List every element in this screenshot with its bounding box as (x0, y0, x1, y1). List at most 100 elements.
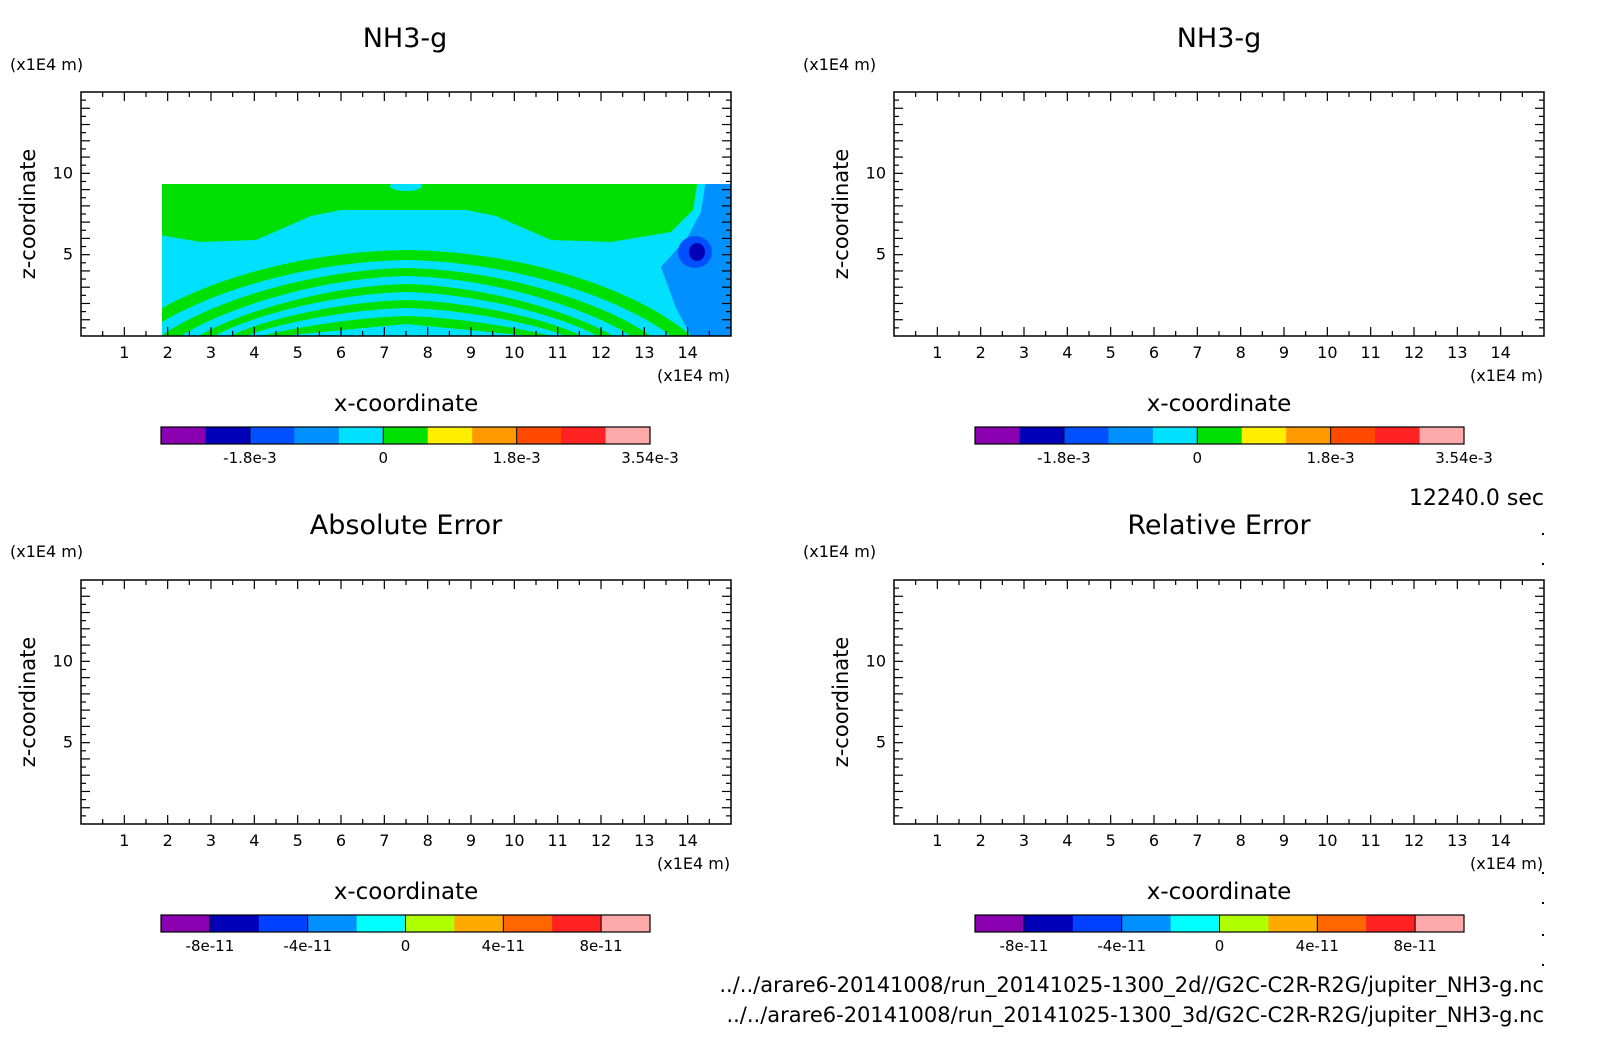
x-ticks: 1 2 3 4 5 6 7 8 9 10 11 12 13 14 (102, 92, 710, 362)
y-ticks: 5 10 (866, 587, 1544, 817)
x-tick-label: 11 (1360, 831, 1380, 850)
colorbar-swatch (356, 915, 406, 932)
x-tick-label: 8 (1236, 343, 1246, 362)
colorbar-swatch (1317, 915, 1367, 932)
colorbar-swatch (601, 915, 651, 932)
x-tick-label: 11 (1360, 343, 1380, 362)
field-plot (888, 92, 1550, 336)
y-unit-label: (x1E4 m) (803, 542, 876, 561)
panel-nh3-left: NH3-g (x1E4 m) (10, 23, 732, 467)
colorbar-tick-label: 0 (401, 937, 411, 955)
panel-title: Absolute Error (310, 510, 503, 541)
x-tick-label: 12 (591, 831, 611, 850)
colorbar-tick-label: -4e-11 (1097, 937, 1146, 955)
y-ticks: 5 10 (53, 99, 731, 329)
x-tick-label: 4 (1062, 343, 1072, 362)
colorbar-swatch (552, 915, 602, 932)
x-tick-label: 9 (1279, 343, 1289, 362)
colorbar: -8e-11 -4e-11 0 4e-11 8e-11 (160, 914, 651, 955)
x-axis-title: x-coordinate (1147, 879, 1292, 905)
y-tick-label: 10 (866, 651, 886, 670)
decorative-dots (1542, 533, 1544, 966)
colorbar-swatch (1063, 427, 1109, 444)
y-unit-label: (x1E4 m) (10, 542, 83, 561)
colorbar-tick-label: -1.8e-3 (1037, 449, 1090, 467)
colorbar-swatch (1419, 427, 1465, 444)
x-unit-label: (x1E4 m) (1470, 854, 1543, 873)
panel-nh3-right: NH3-g (x1E4 m) (803, 23, 1550, 467)
colorbar-tick-label: 3.54e-3 (1435, 449, 1493, 467)
colorbar-swatch (1241, 427, 1287, 444)
colorbar-swatch (1286, 427, 1332, 444)
x-tick-label: 14 (1490, 831, 1510, 850)
colorbar-swatch (516, 427, 562, 444)
x-tick-label: 6 (336, 343, 346, 362)
colorbar-swatch (294, 427, 340, 444)
colorbar-tick-label: 1.8e-3 (1307, 449, 1355, 467)
x-tick-label: 8 (1236, 831, 1246, 850)
colorbar-swatch (503, 915, 553, 932)
colorbar-tick-label: 8e-11 (579, 937, 622, 955)
x-tick-label: 14 (677, 343, 697, 362)
x-axis-title: x-coordinate (334, 391, 479, 417)
colorbar-tick-label: -4e-11 (283, 937, 332, 955)
x-tick-label: 1 (932, 343, 942, 362)
x-tick-label: 7 (379, 831, 389, 850)
colorbar-tick-label: 8e-11 (1393, 937, 1436, 955)
colorbar-swatch (161, 427, 206, 444)
x-tick-label: 7 (379, 343, 389, 362)
x-tick-label: 2 (976, 831, 986, 850)
colorbar-swatch (975, 427, 1020, 444)
x-tick-label: 9 (466, 343, 476, 362)
x-tick-label: 5 (1106, 831, 1116, 850)
time-label: 12240.0 sec (1409, 486, 1544, 511)
x-tick-label: 8 (423, 343, 433, 362)
colorbar-swatch (1019, 427, 1065, 444)
x-tick-label: 11 (547, 831, 567, 850)
x-tick-label: 11 (547, 343, 567, 362)
colorbar-swatch (1268, 915, 1318, 932)
colorbar-tick-label: 0 (1215, 937, 1225, 955)
colorbar-swatch (338, 427, 384, 444)
colorbar-swatch (975, 915, 1025, 932)
colorbar-tick-label: 4e-11 (482, 937, 525, 955)
x-ticks: 1 2 3 4 5 6 7 8 9 10 11 12 13 14 (915, 92, 1523, 362)
x-tick-label: 7 (1192, 343, 1202, 362)
x-tick-label: 2 (163, 831, 173, 850)
colorbar-swatch (1415, 915, 1465, 932)
plot-frame (893, 579, 1545, 825)
y-unit-label: (x1E4 m) (803, 55, 876, 74)
colorbar-tick-label: 1.8e-3 (493, 449, 541, 467)
x-tick-label: 1 (119, 343, 129, 362)
x-axis-title: x-coordinate (334, 879, 479, 905)
y-axis-title: z-coordinate (16, 637, 40, 768)
x-tick-label: 12 (591, 343, 611, 362)
colorbar: -1.8e-3 0 1.8e-3 3.54e-3 (974, 426, 1493, 467)
colorbar-swatch (1219, 915, 1269, 932)
panel-title: Relative Error (1127, 510, 1311, 541)
panel-title: NH3-g (363, 23, 448, 54)
colorbar-tick-label: 0 (378, 449, 388, 467)
y-tick-label: 5 (876, 733, 886, 752)
y-tick-label: 10 (866, 163, 886, 182)
colorbar-swatch (1121, 915, 1172, 932)
x-tick-label: 13 (634, 831, 654, 850)
x-tick-label: 5 (293, 343, 303, 362)
x-tick-label: 4 (249, 831, 259, 850)
colorbar-swatch (161, 915, 211, 932)
x-tick-label: 1 (119, 831, 129, 850)
colorbar-swatch (205, 427, 251, 444)
x-tick-label: 3 (206, 831, 216, 850)
x-tick-label: 10 (504, 831, 524, 850)
x-tick-label: 6 (1149, 343, 1159, 362)
colorbar-swatch (1375, 427, 1421, 444)
field-plot (162, 184, 731, 336)
y-tick-label: 10 (53, 163, 73, 182)
colorbar-tick-label: -8e-11 (1000, 937, 1049, 955)
x-tick-label: 3 (1019, 343, 1029, 362)
colorbar-swatch (605, 427, 651, 444)
x-tick-label: 12 (1404, 831, 1424, 850)
colorbar-swatch (383, 427, 429, 444)
y-unit-label: (x1E4 m) (10, 55, 83, 74)
colorbar-swatch (1152, 427, 1198, 444)
